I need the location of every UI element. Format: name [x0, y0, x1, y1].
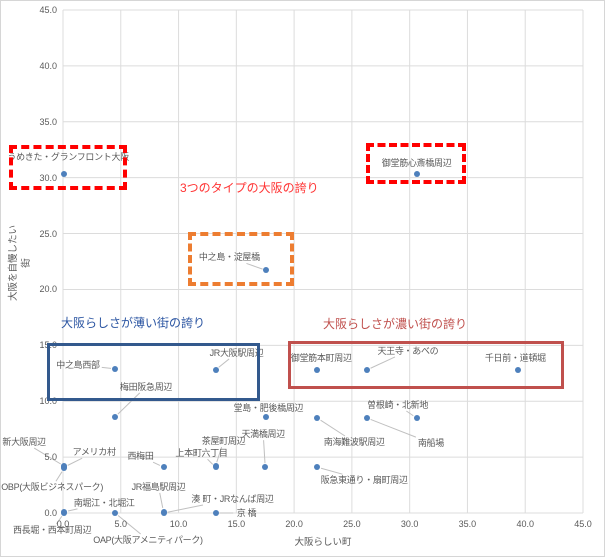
data-point-label: アメリカ村	[72, 447, 116, 458]
x-tick-label: 5.0	[114, 519, 128, 529]
data-point-label: うめきた・グランフロント大阪	[7, 152, 129, 163]
data-point-label: 御堂筋心斎橋周辺	[381, 158, 452, 169]
strong-osaka-ness-group-box[interactable]	[288, 341, 564, 389]
data-point-label: 中之島・淀屋橋	[198, 252, 260, 263]
midosuji-shinsaibashi-box[interactable]	[366, 143, 466, 184]
data-point[interactable]	[112, 365, 118, 372]
label-leader-line	[152, 461, 161, 466]
data-point-label: 中之島西部	[56, 359, 100, 370]
data-point[interactable]	[314, 414, 321, 421]
data-point-label: 西長堀・西本町周辺	[12, 525, 92, 535]
x-axis-title: 大阪らしい町	[294, 537, 352, 548]
label-leader-line	[370, 418, 417, 438]
x-tick-label: 40.0	[516, 519, 534, 529]
y-axis-title-line1: 大阪を自慢したい	[8, 225, 19, 302]
label-leader-line	[263, 440, 266, 464]
label-leader-line	[406, 410, 414, 417]
x-tick-label: 30.0	[400, 519, 419, 529]
data-point-label: 西梅田	[127, 451, 154, 462]
data-point[interactable]	[61, 171, 68, 178]
data-point-label: 梅田阪急周辺	[119, 381, 173, 392]
x-tick-label: 25.0	[343, 519, 361, 529]
data-point-label: JR福島駅周辺	[131, 481, 186, 492]
strong-group-label[interactable]: 大阪らしさが濃い街の誇り	[323, 317, 468, 331]
label-leader-line	[159, 492, 164, 509]
data-point-label: 南海難波駅周辺	[323, 436, 385, 447]
data-point-label: 天満橋周辺	[241, 429, 285, 440]
data-point-label: 新大阪周辺	[2, 437, 46, 448]
x-tick-label: 0.0	[56, 519, 70, 529]
data-point-label: 千日前・道頓堀	[484, 352, 546, 363]
data-point-label: 阪急東通り・扇町周辺	[320, 475, 408, 486]
data-point[interactable]	[61, 510, 68, 516]
data-point[interactable]	[314, 464, 321, 471]
data-point[interactable]	[413, 171, 420, 178]
x-tick-label: 10.0	[169, 519, 188, 529]
data-point[interactable]	[160, 510, 167, 516]
data-point-label: 御堂筋本町周辺	[290, 352, 352, 363]
data-point-label: 南堀江・北堀江	[73, 497, 135, 508]
data-point[interactable]	[363, 366, 370, 373]
data-point[interactable]	[314, 366, 321, 373]
data-point[interactable]	[160, 464, 167, 471]
label-leader-line	[320, 419, 346, 437]
data-point-label: 天王寺・あべの	[377, 345, 439, 356]
y-tick-label: 35.0	[39, 116, 57, 127]
label-leader-line	[67, 508, 78, 512]
x-tick-label: 15.0	[227, 519, 246, 529]
y-tick-label: 30.0	[39, 172, 57, 183]
three-types-title[interactable]: 3つのタイプの大阪の誇り	[180, 181, 319, 195]
data-point-label: OAP(大阪アメニティパーク)	[93, 535, 203, 545]
data-point[interactable]	[112, 413, 118, 420]
data-point-label: 堂島・肥後橋周辺	[233, 402, 304, 413]
weak-group-label[interactable]: 大阪らしさが薄い街の誇り	[61, 316, 206, 330]
data-point[interactable]	[515, 366, 522, 373]
label-leader-line	[67, 457, 83, 466]
data-point[interactable]	[262, 464, 269, 471]
data-point-label: 湊 町・JRなんば周辺	[191, 494, 274, 504]
data-point-label: JR大阪駅周辺	[209, 347, 264, 358]
data-point-label: 京 橋	[236, 508, 257, 518]
y-tick-label: 45.0	[39, 5, 57, 15]
data-point-label: OBP(大阪ビジネスパーク)	[1, 482, 104, 493]
y-axis-title: 大阪を自慢したい 街	[7, 183, 33, 343]
y-tick-label: 0.0	[44, 508, 57, 518]
data-point[interactable]	[212, 366, 219, 373]
label-leader-line	[167, 504, 204, 513]
data-point[interactable]	[61, 465, 68, 472]
data-point-label: 曽根崎・北新地	[367, 399, 429, 410]
weak-osaka-ness-group-box[interactable]	[47, 343, 260, 401]
x-tick-label: 20.0	[285, 519, 303, 529]
y-tick-label: 20.0	[39, 284, 57, 295]
data-point[interactable]	[112, 510, 118, 516]
data-point[interactable]	[212, 464, 219, 471]
data-point[interactable]	[263, 413, 270, 420]
y-tick-label: 10.0	[39, 396, 57, 407]
data-point-label: 南船場	[417, 437, 444, 448]
umekita-grandfront-box[interactable]	[9, 145, 127, 190]
data-point[interactable]	[263, 267, 270, 274]
x-tick-label: 35.0	[458, 519, 477, 529]
data-point[interactable]	[363, 414, 370, 421]
label-leader-line	[320, 467, 343, 475]
y-tick-label: 25.0	[39, 228, 57, 239]
y-tick-label: 5.0	[44, 452, 57, 463]
y-axis-title-line2: 街	[21, 258, 32, 268]
nakanoshima-yodoyabashi-box[interactable]	[188, 232, 294, 286]
data-point[interactable]	[212, 510, 219, 516]
data-point-label: 上本町六丁目	[175, 448, 228, 459]
data-point[interactable]	[413, 414, 420, 421]
data-point-label: 茶屋町周辺	[201, 436, 246, 447]
label-leader-line	[55, 471, 63, 482]
label-leader-line	[207, 458, 214, 465]
x-tick-label: 45.0	[574, 519, 592, 529]
y-tick-label: 40.0	[39, 60, 57, 71]
